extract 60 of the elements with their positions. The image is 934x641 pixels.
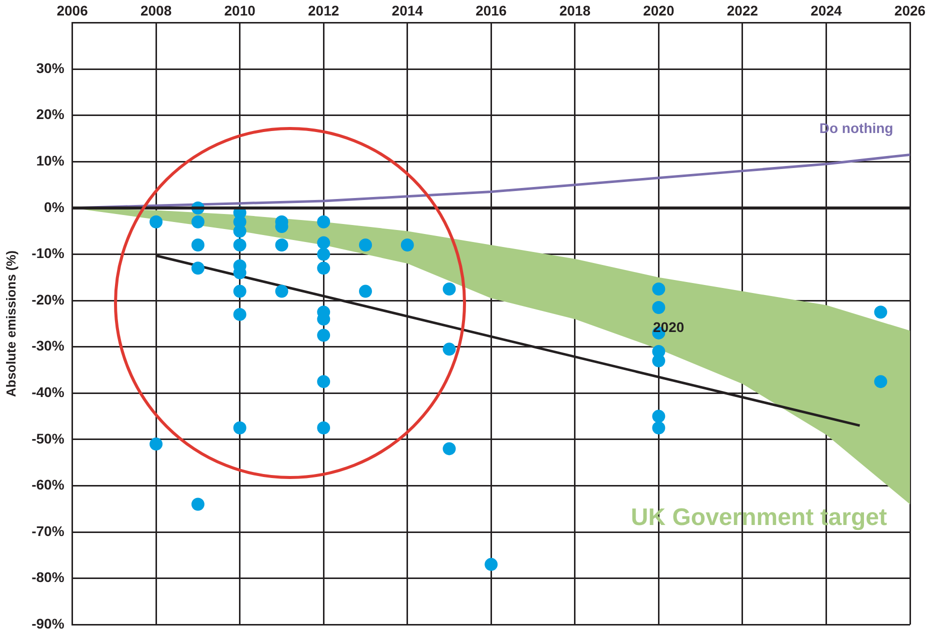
point <box>652 301 666 314</box>
point <box>317 262 330 275</box>
point <box>317 215 330 228</box>
point <box>317 375 330 388</box>
x-tick-label: 2026 <box>894 2 926 18</box>
point <box>317 248 330 261</box>
y-tick-label: 0% <box>44 198 65 215</box>
point <box>317 328 330 342</box>
x-tick-label: 2012 <box>308 2 340 18</box>
y-tick-label: 30% <box>36 60 65 76</box>
x-tick-label: 2016 <box>476 2 507 18</box>
annotation: 2020 <box>653 318 684 335</box>
point <box>874 375 888 388</box>
point <box>484 558 498 571</box>
x-tick-label: 2010 <box>224 2 256 18</box>
x-tick-label: 2022 <box>726 2 758 18</box>
point <box>150 438 163 451</box>
point <box>233 308 246 321</box>
point <box>191 498 204 511</box>
y-tick-label: -50% <box>32 430 65 446</box>
point <box>874 306 888 319</box>
x-tick-label: 2020 <box>643 2 674 18</box>
y-tick-label: -60% <box>32 476 65 493</box>
y-tick-label: -10% <box>32 245 65 262</box>
y-tick-label: -20% <box>32 291 65 308</box>
point <box>317 236 330 250</box>
point <box>442 442 456 456</box>
point <box>652 354 666 368</box>
x-tick-label: 2008 <box>140 2 172 18</box>
x-tick-label: 2014 <box>392 2 424 18</box>
point <box>233 284 246 298</box>
point <box>191 238 204 252</box>
point <box>442 342 456 356</box>
point <box>442 282 456 296</box>
point <box>191 262 204 275</box>
point <box>358 284 372 298</box>
point <box>233 421 246 434</box>
point <box>317 421 330 434</box>
point <box>652 410 666 423</box>
point <box>191 215 204 228</box>
y-tick-label: -40% <box>32 384 65 400</box>
y-axis-title: Absolute emissions (%) <box>3 250 18 398</box>
y-tick-label: -70% <box>32 522 65 539</box>
y-tick-label: 10% <box>36 152 65 169</box>
point <box>275 284 288 298</box>
point <box>652 421 666 434</box>
y-tick-label: -90% <box>32 615 65 632</box>
point <box>233 224 246 238</box>
x-tick-label: 2006 <box>56 2 88 18</box>
x-tick-label: 2024 <box>810 2 842 18</box>
point <box>150 215 163 228</box>
x-tick-label: 2018 <box>559 2 591 18</box>
y-tick-label: -30% <box>32 338 65 354</box>
point <box>400 238 414 252</box>
point <box>275 238 288 252</box>
point <box>233 238 246 252</box>
y-tick-label: -80% <box>32 569 65 586</box>
point <box>358 238 372 252</box>
y-tick-label: 20% <box>36 106 65 122</box>
point <box>652 282 666 296</box>
